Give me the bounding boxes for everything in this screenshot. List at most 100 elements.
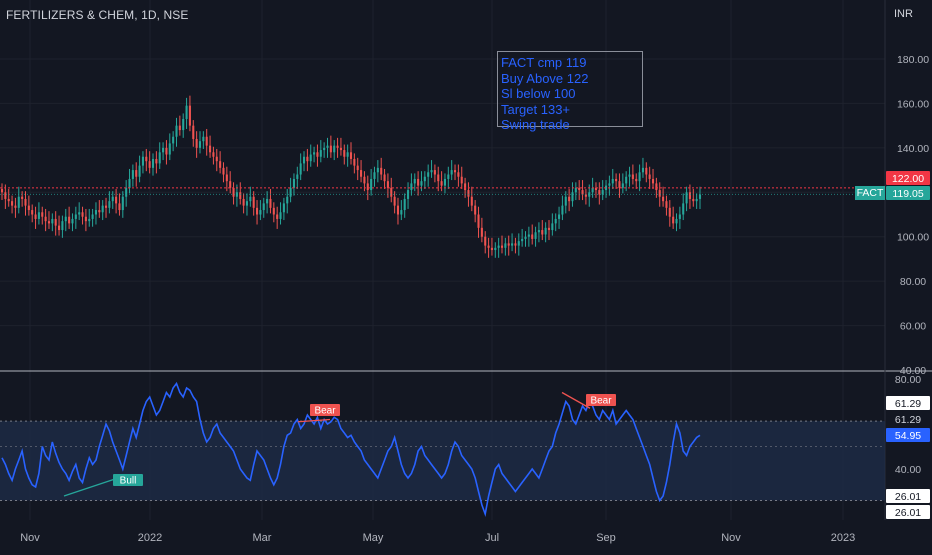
note-line: Swing trade — [501, 117, 570, 132]
price-tick-label: 180.00 — [897, 54, 929, 66]
bear-label-bg — [586, 394, 616, 406]
candle-body — [370, 178, 373, 191]
candle-body — [611, 178, 614, 184]
candle-body — [98, 210, 101, 213]
candle-body — [695, 198, 698, 202]
candle-body — [212, 152, 215, 157]
rsi-line — [1, 381, 701, 517]
level-price-badge-text: 122.00 — [892, 173, 924, 185]
candle-body — [531, 234, 534, 239]
candle-body — [91, 214, 94, 219]
candle-body — [604, 185, 608, 191]
candle-body — [437, 174, 440, 182]
candle-body — [655, 183, 658, 191]
candle-body — [534, 232, 537, 239]
candle-body — [698, 194, 702, 199]
rsi-upper-badge: 61.29 — [886, 396, 930, 410]
candle-body — [658, 190, 661, 197]
candle-body — [78, 212, 81, 215]
rsi-tick-label: 80.00 — [895, 374, 921, 386]
candle-body — [31, 210, 34, 215]
candle-body — [172, 136, 175, 144]
rsi-lower-badge-bg — [886, 489, 930, 503]
candle-body — [209, 145, 212, 153]
candle-body — [651, 178, 655, 184]
candle-body — [309, 154, 312, 162]
candle-body — [252, 196, 255, 208]
price-tick-label: 80.00 — [900, 276, 926, 288]
candle-body — [363, 176, 366, 184]
candle-body — [447, 174, 450, 179]
candle-body — [101, 205, 104, 213]
candle-body — [289, 187, 292, 197]
label-layer: 122.00 119.05 61.29 61.29 54.95 26.01 26.01 — [886, 171, 930, 519]
candle-body — [239, 192, 242, 199]
candle-body — [453, 170, 457, 173]
last-price-badge-text: 119.05 — [892, 188, 923, 200]
candle-body — [688, 192, 691, 199]
candle-body — [47, 221, 51, 224]
time-tick-label: 2022 — [138, 532, 162, 544]
candle-body — [329, 145, 332, 153]
candle-body — [323, 147, 326, 151]
candle-body — [118, 203, 121, 211]
candle-body — [148, 161, 151, 168]
candle-body — [554, 218, 557, 224]
candle-body — [162, 147, 165, 153]
candle-body — [514, 243, 517, 246]
candle-body — [537, 230, 540, 233]
candle-body — [440, 181, 443, 186]
candle-body — [178, 125, 181, 131]
candle-body — [7, 198, 10, 202]
candle-body — [682, 203, 685, 215]
candle-body — [430, 170, 433, 173]
candle-body — [215, 156, 218, 162]
candle-body — [366, 183, 369, 191]
candle-body — [249, 196, 252, 202]
candle-body — [383, 174, 386, 182]
candle-body — [635, 178, 638, 182]
candle-body — [282, 203, 285, 213]
trade-note-box[interactable]: FACT cmp 119 Buy Above 122 Sl below 100 … — [497, 51, 643, 132]
candle-body — [490, 247, 493, 251]
candle-body — [608, 183, 611, 186]
candle-body — [158, 152, 161, 164]
candle-body — [108, 201, 111, 208]
candle-body — [631, 174, 634, 179]
candle-body — [356, 165, 359, 171]
candle-body — [81, 212, 84, 217]
candle-body — [618, 181, 621, 188]
candle-body — [417, 178, 420, 186]
rsi-upper-badge-2: 61.29 — [886, 412, 930, 426]
candle-body — [581, 190, 584, 195]
candle-body — [34, 214, 37, 219]
rsi-current-badge-text: 54.95 — [895, 430, 921, 442]
candle-body — [41, 212, 44, 217]
bear-label-text: Bear — [314, 406, 336, 417]
price-tick-label: 140.00 — [897, 143, 929, 155]
candle-body — [276, 214, 279, 219]
rsi-upper-badge-text: 61.29 — [895, 398, 921, 410]
time-tick-label: Jul — [485, 532, 499, 544]
candle-body — [175, 125, 178, 137]
candle-body — [494, 247, 497, 251]
candle-body — [678, 214, 681, 219]
rsi-band-layer — [0, 420, 885, 501]
candle-body — [692, 198, 695, 202]
candle-body — [185, 105, 188, 119]
candle-body — [17, 196, 20, 208]
candle-body — [235, 192, 238, 197]
candle-body — [269, 198, 272, 208]
candle-body — [423, 176, 426, 182]
candle-body — [457, 172, 460, 177]
candle-body — [450, 170, 453, 175]
candle-body — [373, 172, 376, 179]
rsi-lower-badge-2: 26.01 — [886, 505, 930, 519]
candle-body — [521, 238, 524, 242]
candle-body — [115, 196, 118, 204]
candle-body — [672, 216, 675, 224]
candle-body — [245, 201, 249, 206]
candle-body — [497, 245, 500, 248]
price-tick-label: 60.00 — [900, 321, 926, 333]
